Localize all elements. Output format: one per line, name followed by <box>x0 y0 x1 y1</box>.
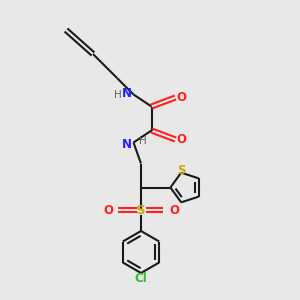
Text: H: H <box>114 89 122 100</box>
Text: O: O <box>176 91 187 104</box>
Text: N: N <box>122 137 132 151</box>
Text: H: H <box>139 136 146 146</box>
Text: O: O <box>103 203 113 217</box>
Text: S: S <box>136 203 146 217</box>
Text: Cl: Cl <box>135 272 147 286</box>
Text: N: N <box>122 86 132 100</box>
Text: O: O <box>169 203 179 217</box>
Text: O: O <box>176 133 187 146</box>
Text: S: S <box>177 164 185 177</box>
